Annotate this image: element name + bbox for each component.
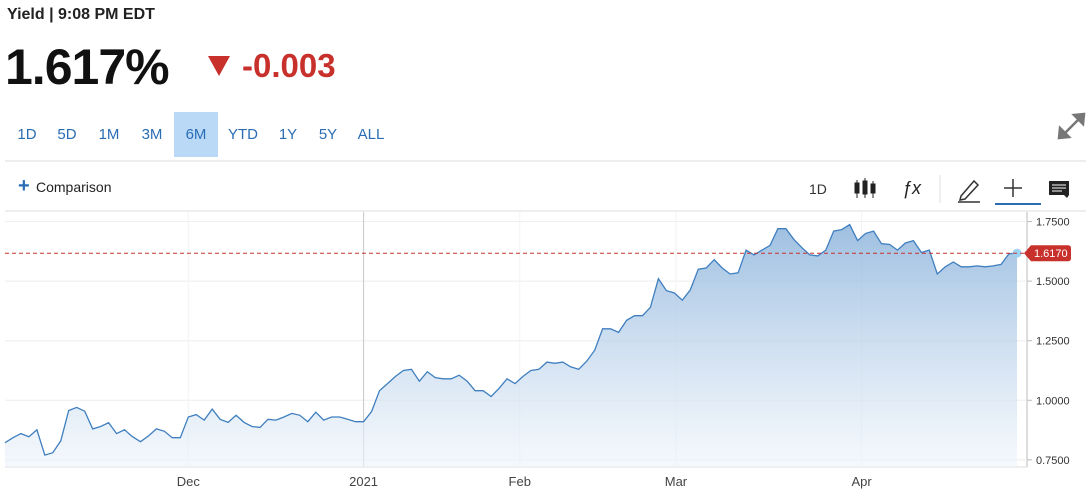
price: 1.617% (5, 39, 170, 95)
candle-icon[interactable] (854, 178, 876, 198)
x-tick-label: Dec (177, 474, 201, 489)
header-label: Yield (7, 6, 45, 23)
comment-icon[interactable] (1049, 181, 1069, 198)
down-arrow (208, 56, 230, 76)
range-button[interactable]: 1Y (278, 126, 298, 143)
line (4, 223, 1018, 456)
header-line: Yield | 9:08 PM EDT (7, 6, 155, 24)
change: -0.003 (242, 47, 336, 84)
range-button[interactable]: 5D (57, 126, 77, 143)
range-button[interactable]: 1M (98, 126, 120, 143)
y-tick-label: 1.2500 (1036, 336, 1070, 348)
comparison[interactable]: Comparison (36, 179, 112, 195)
plus-icon[interactable]: + (18, 175, 30, 197)
interval[interactable]: 1D (809, 181, 827, 197)
range-button[interactable]: 5Y (318, 126, 338, 143)
reference-label: 1.6170 (1034, 248, 1068, 260)
crosshair-icon[interactable] (1004, 179, 1022, 197)
x-tick-label: Apr (851, 474, 872, 489)
x-tick-label: Mar (665, 474, 688, 489)
header-time: | 9:08 PM EDT (49, 6, 155, 23)
draw-icon[interactable] (958, 179, 980, 203)
x-tick-label: Feb (509, 474, 531, 489)
area-fill (5, 224, 1017, 467)
y-tick-label: 1.5000 (1036, 276, 1070, 288)
fx-icon[interactable]: ƒx (902, 178, 922, 198)
range-button[interactable]: YTD (228, 126, 258, 143)
x-tick-label: 2021 (349, 474, 378, 489)
y-tick-label: 0.7500 (1036, 455, 1070, 467)
y-tick-label: 1.0000 (1036, 395, 1070, 407)
reference-badge (1024, 245, 1071, 262)
range-button[interactable]: ALL (357, 126, 385, 143)
range-button[interactable]: 3M (141, 126, 163, 143)
expand-icon[interactable] (1057, 112, 1086, 140)
y-tick-label: 1.7500 (1036, 217, 1070, 229)
range-button[interactable]: 6M (174, 112, 218, 157)
range-button[interactable]: 1D (17, 126, 37, 143)
